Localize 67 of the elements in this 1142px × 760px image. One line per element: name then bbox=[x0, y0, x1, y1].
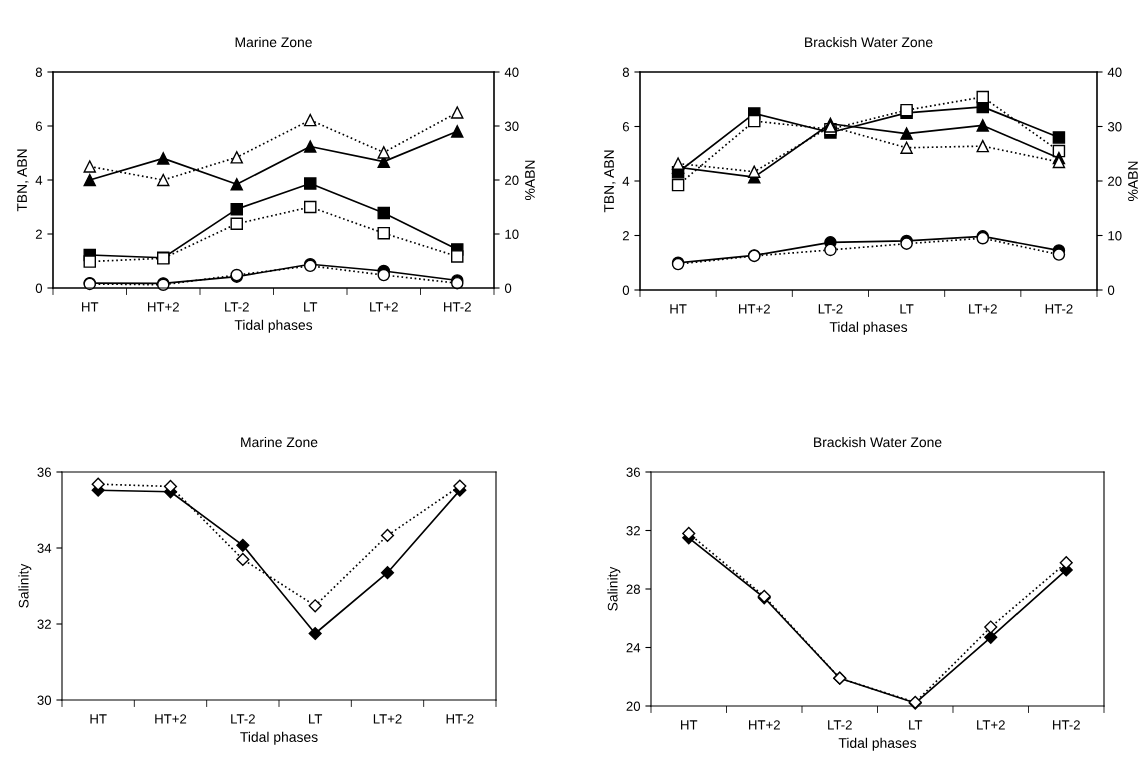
y2-tick-label: 0 bbox=[504, 283, 512, 293]
y-tick-label: 6 bbox=[622, 122, 629, 132]
x-tick-label: LT bbox=[304, 302, 318, 312]
y-tick-label: 32 bbox=[37, 619, 51, 629]
y-axis-title: TBN, ABN bbox=[604, 150, 616, 213]
x-tick-label: HT+2 bbox=[749, 720, 780, 730]
y2-tick-label: 10 bbox=[505, 229, 519, 239]
y2-axis-title: %ABN bbox=[1128, 161, 1138, 201]
x-tick-label: LT bbox=[309, 714, 323, 724]
y-axis-title: TBN, ABN bbox=[17, 149, 29, 212]
y-tick-label: 6 bbox=[35, 121, 42, 131]
y-tick-label: 30 bbox=[37, 695, 52, 705]
y2-tick-label: 0 bbox=[1107, 285, 1115, 295]
y2-tick-label: 20 bbox=[1108, 176, 1122, 186]
x-tick-label: HT-2 bbox=[1053, 720, 1080, 730]
x-axis-title: Tidal phases bbox=[234, 319, 313, 333]
y-tick-label: 4 bbox=[35, 175, 43, 185]
chart-title: Brackish Water Zone bbox=[805, 36, 933, 48]
y-tick-label: 4 bbox=[622, 176, 630, 186]
y-tick-label: 0 bbox=[35, 283, 43, 293]
x-tick-label: LT-2 bbox=[225, 302, 249, 312]
x-tick-label: LT+2 bbox=[373, 714, 402, 724]
chart-title: Marine Zone bbox=[235, 36, 312, 48]
y2-tick-label: 30 bbox=[1107, 122, 1122, 132]
x-tick-label: LT-2 bbox=[818, 304, 843, 314]
y-tick-label: 28 bbox=[626, 584, 641, 594]
x-axis-title: Tidal phases bbox=[829, 321, 908, 335]
x-tick-label: LT+2 bbox=[370, 302, 398, 312]
x-tick-label: HT-2 bbox=[444, 302, 471, 312]
y2-tick-label: 20 bbox=[505, 175, 519, 185]
y-tick-label: 32 bbox=[626, 526, 640, 536]
x-tick-label: HT+2 bbox=[155, 714, 187, 724]
x-tick-label: LT+2 bbox=[969, 304, 997, 314]
x-tick-label: HT bbox=[90, 714, 107, 724]
x-tick-label: HT bbox=[82, 302, 99, 312]
x-tick-label: LT-2 bbox=[231, 714, 255, 724]
y2-tick-label: 30 bbox=[504, 121, 519, 131]
chart-title: Brackish Water Zone bbox=[814, 436, 942, 448]
x-tick-label: LT+2 bbox=[977, 720, 1005, 730]
x-tick-label: HT+2 bbox=[148, 302, 179, 312]
y-tick-label: 2 bbox=[35, 229, 42, 239]
y-tick-label: 36 bbox=[626, 467, 640, 477]
y-tick-label: 8 bbox=[622, 67, 630, 77]
y-tick-label: 2 bbox=[622, 231, 629, 241]
y-tick-label: 36 bbox=[37, 467, 51, 477]
x-tick-label: LT-2 bbox=[828, 720, 852, 730]
x-tick-label: HT-2 bbox=[1045, 304, 1073, 314]
y-tick-label: 34 bbox=[37, 543, 52, 553]
y-axis-title: Salinity bbox=[607, 566, 621, 611]
x-tick-label: LT bbox=[900, 304, 914, 314]
x-tick-label: HT bbox=[670, 304, 687, 314]
x-tick-label: HT+2 bbox=[739, 304, 770, 314]
y2-tick-label: 40 bbox=[504, 67, 519, 77]
y2-axis-title: %ABN bbox=[525, 160, 535, 200]
y-tick-label: 24 bbox=[626, 643, 641, 653]
y2-tick-label: 10 bbox=[1108, 231, 1122, 241]
y-axis-title: Salinity bbox=[18, 563, 32, 608]
x-axis-title: Tidal phases bbox=[240, 731, 318, 745]
y-tick-label: 20 bbox=[626, 701, 641, 711]
x-tick-label: LT bbox=[909, 720, 923, 730]
y2-tick-label: 40 bbox=[1107, 67, 1122, 77]
x-tick-label: HT bbox=[681, 720, 698, 730]
x-tick-label: HT-2 bbox=[446, 714, 474, 724]
chart-title: Marine Zone bbox=[241, 436, 318, 448]
x-axis-title: Tidal phases bbox=[838, 737, 917, 751]
y-tick-label: 0 bbox=[622, 285, 630, 295]
y-tick-label: 8 bbox=[35, 67, 43, 77]
